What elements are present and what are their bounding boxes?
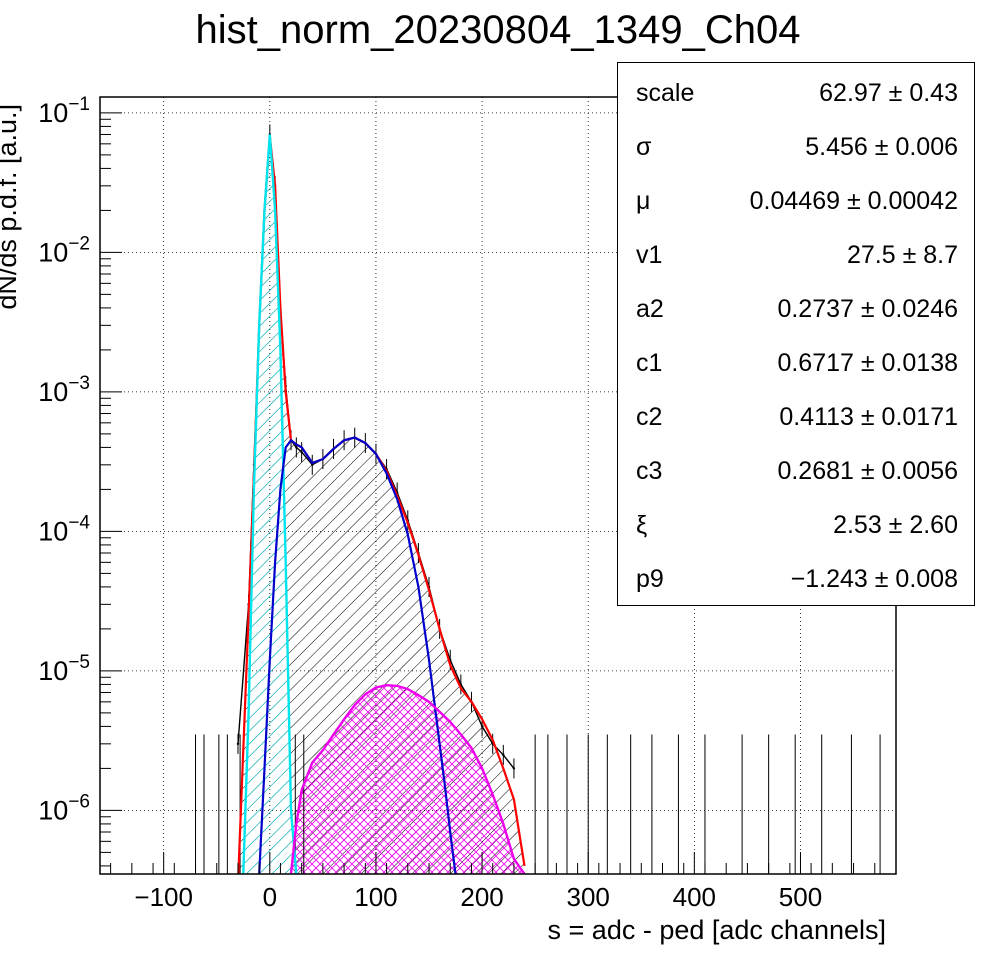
second-component-curve	[289, 683, 526, 874]
x-tick-label: 0	[263, 882, 277, 912]
stat-name: c1	[636, 349, 663, 377]
y-tick-label: 10−2	[38, 233, 90, 267]
stat-row: v1 27.5 ± 8.7	[618, 227, 974, 281]
stat-row: p9 −1.243 ± 0.008	[618, 551, 974, 605]
stat-row: c3 0.2681 ± 0.0056	[618, 443, 974, 497]
y-tick-label: 10−5	[38, 652, 90, 686]
stat-name: p9	[636, 565, 664, 593]
x-tick-label: 300	[567, 882, 610, 912]
x-tick-label: 500	[779, 882, 822, 912]
axis-ticks: −100 0 100 200 300 400 500 10−6 10−5 10−4 10−3 10−2…	[38, 94, 897, 912]
stat-name: a2	[636, 295, 664, 323]
x-tick-label: 100	[354, 882, 397, 912]
stat-row: a2 0.2737 ± 0.0246	[618, 281, 974, 335]
signal-curve	[258, 436, 457, 874]
stat-value: 27.5 ± 8.7	[846, 241, 958, 269]
total-fit-fill	[238, 136, 525, 874]
stat-value: 0.2681 ± 0.0056	[777, 457, 958, 485]
stat-value: 62.97 ± 0.43	[819, 79, 958, 107]
histogram-point	[480, 725, 484, 728]
chart-title: hist_norm_20230804_1349_Ch04	[195, 8, 801, 52]
stat-row: ξ 2.53 ± 2.60	[618, 497, 974, 551]
stat-row: c1 0.6717 ± 0.0138	[618, 335, 974, 389]
histogram-point	[295, 446, 298, 449]
y-tick-label: 10−1	[38, 94, 90, 128]
stat-value: −1.243 ± 0.008	[790, 565, 958, 593]
stat-name: σ	[636, 133, 652, 161]
histogram-point	[512, 767, 516, 770]
y-tick-label: 10−6	[38, 791, 90, 825]
stat-value: 5.456 ± 0.006	[805, 133, 958, 161]
x-tick-label: 200	[460, 882, 503, 912]
y-tick-label: 10−3	[38, 373, 90, 407]
stat-name: μ	[636, 187, 651, 215]
stat-value: 0.04469 ± 0.00042	[749, 187, 958, 215]
stat-row: c2 0.4113 ± 0.0171	[618, 389, 974, 443]
stat-row: scale 62.97 ± 0.43	[618, 65, 974, 119]
second-component-fill	[291, 685, 525, 874]
stat-value: 0.2737 ± 0.0246	[777, 295, 958, 323]
y-axis-label: dN/ds p.d.f. [a.u.]	[0, 104, 22, 310]
histogram-point	[236, 742, 240, 746]
stat-name: ξ	[636, 511, 648, 539]
fit-stats-box: scale 62.97 ± 0.43 σ 5.456 ± 0.006 μ 0.0446…	[617, 62, 975, 606]
pedestal-curve	[242, 134, 298, 874]
histogram-point	[300, 450, 303, 454]
stat-value: 0.6717 ± 0.0138	[777, 349, 958, 377]
stat-value: 2.53 ± 2.60	[833, 511, 958, 539]
x-axis-label: s = adc - ped [adc channels]	[548, 915, 886, 945]
stat-row: σ 5.456 ± 0.006	[618, 119, 974, 173]
fit-curves	[237, 134, 526, 874]
histogram-point	[502, 753, 505, 757]
x-tick-label: 400	[673, 882, 716, 912]
stat-value: 0.4113 ± 0.0171	[779, 403, 958, 431]
histogram-point	[311, 463, 314, 467]
stat-name: c2	[636, 403, 663, 431]
y-tick-label: 10−4	[38, 512, 90, 546]
stat-name: c3	[636, 457, 663, 485]
stat-name: v1	[636, 241, 663, 269]
x-tick-label: −100	[134, 882, 193, 912]
pedestal-fill	[243, 134, 297, 874]
stat-name: scale	[636, 79, 695, 107]
stat-row: μ 0.04469 ± 0.00042	[618, 173, 974, 227]
component-fills	[238, 134, 525, 874]
